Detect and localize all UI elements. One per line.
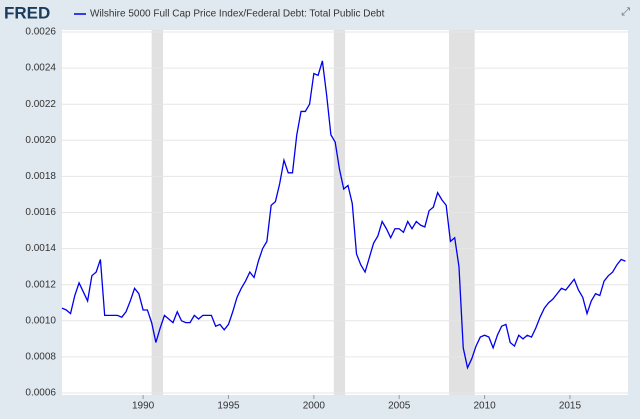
data-line [61, 60, 626, 370]
y-tick-label: 0.0022 [25, 99, 56, 110]
x-tick-label: 1995 [217, 401, 240, 412]
x-tick-label: 2005 [388, 401, 411, 412]
x-tick-label: 2000 [303, 401, 326, 412]
x-tick-label: 1990 [132, 401, 155, 412]
y-tick-label: 0.0020 [25, 135, 56, 146]
x-tick-label: 2010 [473, 401, 496, 412]
logo: FRED [4, 3, 50, 22]
x-tick-label: 2015 [559, 401, 582, 412]
y-tick-label: 0.0010 [25, 315, 56, 326]
legend-label: Wilshire 5000 Full Cap Price Index/Feder… [90, 9, 385, 20]
y-tick-label: 0.0014 [25, 243, 56, 254]
y-tick-label: 0.0012 [25, 279, 56, 290]
y-tick-label: 0.0026 [25, 27, 56, 38]
expand-icon[interactable]: ⤢ [621, 6, 630, 18]
y-tick-label: 0.0016 [25, 207, 56, 218]
y-tick-label: 0.0018 [25, 171, 56, 182]
y-tick-label: 0.0024 [25, 63, 56, 74]
y-tick-label: 0.0006 [25, 388, 56, 399]
y-tick-label: 0.0008 [25, 352, 56, 363]
